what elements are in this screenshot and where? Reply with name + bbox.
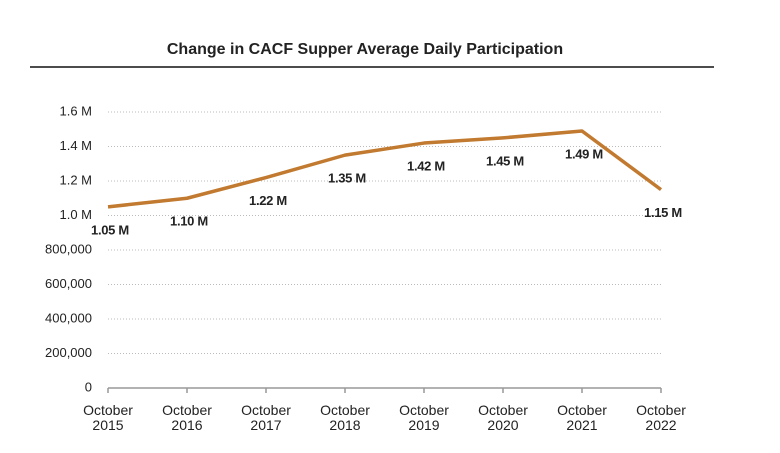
y-tick-label: 800,000	[45, 241, 92, 256]
x-tick-label: October 2015	[83, 402, 133, 433]
y-tick-label: 200,000	[45, 345, 92, 360]
x-tick-label: October 2017	[241, 402, 291, 433]
x-tick-label: October 2016	[162, 402, 212, 433]
data-label: 1.05 M	[91, 222, 129, 237]
y-tick-label: 0	[85, 379, 92, 394]
data-label: 1.35 M	[328, 171, 366, 186]
data-label: 1.10 M	[170, 214, 208, 229]
y-tick-label: 600,000	[45, 276, 92, 291]
y-tick-label: 1.4 M	[59, 138, 92, 153]
y-tick-label: 1.2 M	[59, 172, 92, 187]
data-label: 1.15 M	[644, 205, 682, 220]
x-tick-label: October 2018	[320, 402, 370, 433]
data-label: 1.22 M	[249, 193, 287, 208]
x-tick-label: October 2020	[478, 402, 528, 433]
x-tick-label: October 2022	[636, 402, 686, 433]
y-tick-label: 400,000	[45, 310, 92, 325]
data-label: 1.42 M	[407, 158, 445, 173]
chart-title: Change in CACF Supper Average Daily Part…	[167, 41, 563, 58]
data-label: 1.49 M	[565, 146, 603, 161]
y-tick-label: 1.6 M	[59, 103, 92, 118]
line	[107, 129, 663, 209]
data-label: 1.45 M	[486, 153, 524, 168]
x-tick-label: October 2019	[399, 402, 449, 433]
x-tick-label: October 2021	[557, 402, 607, 433]
y-tick-label: 1.0 M	[59, 207, 92, 222]
